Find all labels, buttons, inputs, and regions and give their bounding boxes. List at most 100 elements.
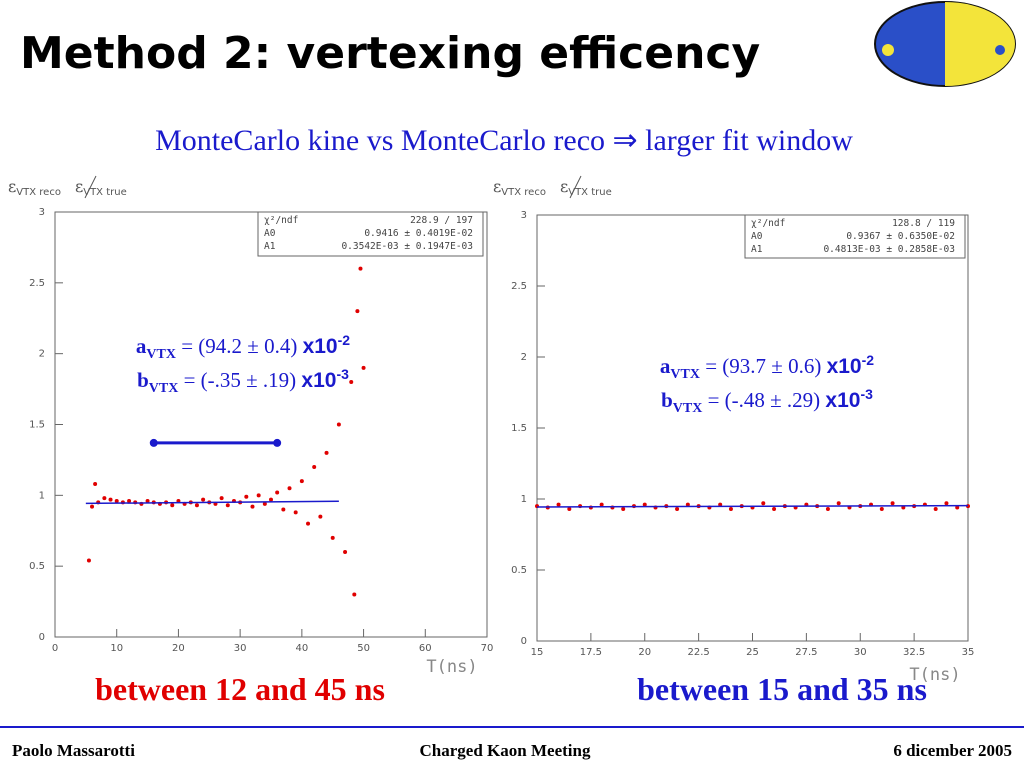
logo (874, 1, 1016, 87)
annotation-sub: VTX (149, 381, 179, 396)
annotation-sup: -3 (860, 386, 873, 402)
x-tick-label: 40 (295, 643, 308, 654)
data-point (349, 380, 354, 384)
y-axis-label-part: VTX reco (501, 187, 546, 198)
data-point (890, 501, 895, 506)
data-point (201, 497, 206, 502)
data-point (108, 497, 113, 502)
stats-value: 128.8 / 119 (892, 218, 955, 229)
y-axis-label-slash (569, 175, 582, 199)
x-tick-label: 20 (172, 643, 185, 654)
x-tick-label: 30 (854, 647, 867, 658)
stats-name: A0 (264, 228, 276, 239)
annotation: bVTX = (-.35 ± .19) x10-3 (137, 366, 349, 396)
data-point (955, 505, 960, 510)
y-tick-label: 2.5 (511, 281, 527, 292)
x-tick-label: 30 (234, 643, 247, 654)
footer-date: 6 dicember 2005 (893, 741, 1012, 760)
caption: between 15 and 35 ns (637, 671, 927, 707)
fit-line (85, 500, 339, 505)
y-tick-label: 2 (521, 352, 527, 363)
stats-name: χ²/ndf (264, 215, 298, 226)
footer-author: Paolo Massarotti (12, 741, 135, 760)
data-point (361, 365, 366, 370)
data-point (336, 422, 341, 427)
annotation-text: = (-.48 ± .29) (702, 388, 825, 412)
x-tick-label: 60 (419, 643, 432, 654)
annotation-sub: VTX (670, 367, 700, 382)
annotation: bVTX = (-.48 ± .29) x10-3 (661, 386, 873, 416)
data-point (685, 502, 690, 507)
data-point (219, 496, 224, 501)
y-tick-label: 2.5 (29, 278, 45, 289)
caption: between 12 and 45 ns (95, 671, 385, 707)
data-point (170, 503, 175, 508)
data-point (728, 506, 733, 511)
y-tick-label: 3 (521, 210, 527, 221)
data-point (256, 493, 261, 498)
annotation-symbol: a (136, 334, 147, 358)
plot-frame (54, 211, 488, 638)
data-point (275, 490, 280, 495)
x-tick-label: 35 (962, 647, 975, 658)
data-point (269, 497, 273, 502)
data-point (330, 535, 335, 540)
stats-value: 0.9416 ± 0.4019E-02 (364, 228, 473, 239)
data-point (225, 503, 230, 508)
data-point (318, 514, 323, 519)
data-point (343, 550, 348, 554)
data-point (86, 558, 91, 563)
y-axis-label-part: VTX reco (16, 187, 61, 198)
data-point (761, 501, 766, 506)
stats-name: A0 (751, 231, 763, 242)
y-tick-label: 0 (521, 636, 527, 647)
fit-line (536, 504, 969, 508)
y-tick-label: 1.5 (29, 420, 45, 431)
data-point (127, 499, 132, 503)
x-tick-label: 25 (746, 647, 759, 658)
stats-value: 0.4813E-03 ± 0.2858E-03 (823, 244, 955, 255)
data-point (642, 502, 647, 507)
y-tick-label: 0.5 (511, 565, 527, 576)
data-point (358, 266, 363, 271)
data-point (933, 506, 938, 511)
data-point (772, 506, 777, 511)
y-tick-label: 1.5 (511, 423, 527, 434)
data-point (194, 503, 199, 508)
plot-frame (536, 214, 969, 642)
data-point (306, 521, 311, 526)
x-tick-label: 17.5 (580, 647, 602, 658)
y-axis-label-slash (84, 175, 97, 199)
x-tick-label: 50 (357, 643, 370, 654)
subtitle: MonteCarlo kine vs MonteCarlo reco ⇒ lar… (155, 124, 853, 157)
x-axis-label: T(ns) (909, 665, 960, 685)
stats-value: 0.3542E-03 ± 0.1947E-03 (341, 241, 473, 252)
data-point (352, 592, 357, 597)
annotation-unit: x10 (301, 369, 336, 392)
x-tick-label: 20 (638, 647, 651, 658)
footer-event: Charged Kaon Meeting (420, 741, 591, 760)
annotation-text: = (93.7 ± 0.6) (700, 354, 827, 378)
data-point (114, 499, 119, 503)
y-tick-label: 1 (521, 494, 527, 505)
y-axis-label-part: ε (75, 177, 83, 196)
data-point (90, 504, 95, 509)
x-tick-label: 10 (110, 643, 123, 654)
stats-value: 228.9 / 197 (410, 215, 473, 226)
data-point (299, 479, 304, 484)
x-tick-label: 70 (481, 643, 494, 654)
data-point (102, 496, 107, 501)
annotation-unit: x10 (827, 355, 862, 378)
stats-name: χ²/ndf (751, 218, 785, 229)
data-point (324, 450, 329, 455)
y-axis-label: εVTX reco εVTX true (8, 177, 127, 198)
stats-name: A1 (264, 241, 276, 252)
y-axis-label-part: VTX true (568, 187, 612, 198)
data-point (944, 501, 949, 506)
y-axis-label: εVTX reco εVTX true (493, 177, 612, 198)
y-tick-label: 0 (39, 632, 45, 643)
data-point (281, 507, 286, 512)
data-point (355, 309, 360, 314)
